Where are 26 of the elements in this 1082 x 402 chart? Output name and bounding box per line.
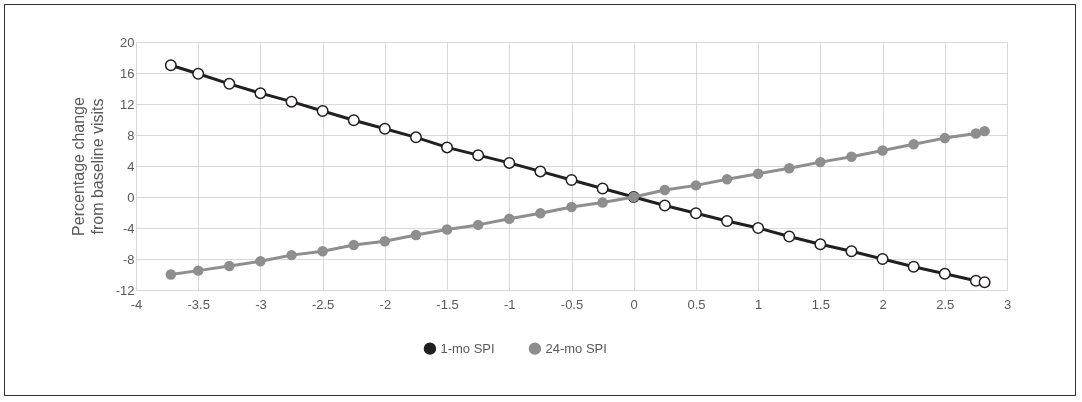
x-tick-label: -3 — [255, 296, 267, 312]
x-tick-label: 0 — [630, 296, 638, 312]
y-tick-label: -12 — [115, 282, 135, 298]
x-tick-label: 0.5 — [687, 296, 706, 312]
legend-label: 1-mo SPI — [440, 340, 495, 356]
y-tick-label: 0 — [127, 189, 135, 205]
y-tick-label: 4 — [127, 158, 135, 174]
y-tick-label: 8 — [127, 127, 135, 143]
x-tick-label: 2.5 — [936, 296, 955, 312]
x-tick-label: -1 — [504, 296, 516, 312]
y-tick-label: -8 — [122, 251, 135, 267]
y-tick-label: 16 — [120, 65, 135, 81]
x-tick-label: 1 — [755, 296, 763, 312]
x-tick-label: -3.5 — [187, 296, 210, 312]
x-tick-label: -2.5 — [311, 296, 335, 312]
x-tick-label: 2 — [879, 296, 887, 312]
legend-label: 24-mo SPI — [545, 340, 607, 356]
x-tick-label: -2 — [379, 296, 392, 312]
y-tick-label: 20 — [120, 34, 135, 50]
y-axis-title: Percentage change from baseline visits — [69, 97, 106, 236]
x-tick-label: 3 — [1003, 296, 1012, 312]
y-tick-label: -4 — [122, 220, 135, 236]
y-tick-label: 12 — [120, 96, 135, 112]
x-tick-label: 1.5 — [811, 296, 830, 312]
x-tick-label: -0.5 — [560, 296, 584, 312]
x-tick-label: -1.5 — [436, 296, 459, 312]
